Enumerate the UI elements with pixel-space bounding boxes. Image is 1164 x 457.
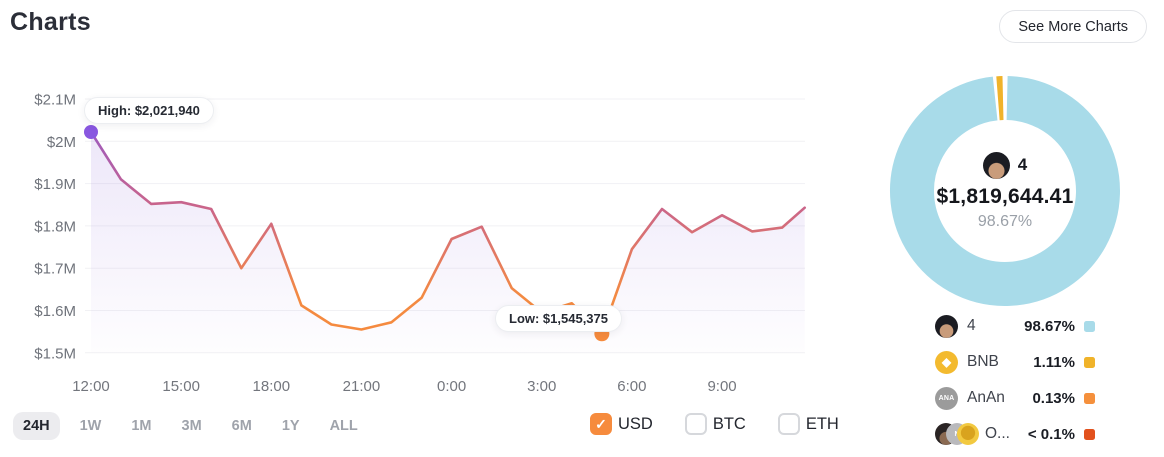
- usd-label: USD: [618, 414, 653, 433]
- legend-value: 1.11%: [1033, 353, 1075, 371]
- y-axis-tick: $1.7M: [34, 261, 76, 278]
- x-axis-tick: 9:00: [707, 378, 736, 395]
- x-axis-tick: 0:00: [437, 378, 466, 395]
- time-range-1m[interactable]: 1M: [121, 412, 161, 440]
- others-avatars-group: N: [935, 423, 979, 445]
- time-range-6m[interactable]: 6M: [222, 412, 262, 440]
- area-fill: [91, 132, 805, 353]
- low-tooltip: Low: $1,545,375: [495, 305, 622, 332]
- eth-toggle[interactable]: ✓ ETH: [777, 413, 839, 435]
- legend-swatch: [1084, 428, 1095, 440]
- time-range-selector: 24H 1W 1M 3M 6M 1Y ALL: [13, 412, 368, 440]
- btc-toggle[interactable]: ✓ BTC: [684, 413, 746, 435]
- y-axis-tick: $1.9M: [34, 176, 76, 193]
- x-axis-tick: 18:00: [253, 378, 291, 395]
- see-more-charts-button[interactable]: See More Charts: [999, 10, 1147, 43]
- eth-checkbox[interactable]: ✓: [777, 413, 800, 435]
- legend-value: 0.13%: [1032, 389, 1075, 407]
- legend-label: 4: [967, 317, 976, 334]
- check-icon: ✓: [595, 416, 607, 432]
- legend-value: 98.67%: [1024, 317, 1075, 335]
- legend-label: O...: [985, 425, 1010, 442]
- x-axis-tick: 21:00: [343, 378, 381, 395]
- legend-label: AnAn: [967, 389, 1005, 406]
- page-title: Charts: [10, 8, 91, 36]
- time-range-all[interactable]: ALL: [320, 412, 368, 440]
- x-axis-tick: 3:00: [527, 378, 556, 395]
- legend-swatch: [1084, 392, 1095, 404]
- btc-label: BTC: [712, 414, 746, 433]
- donut-chart-container: 4 $1,819,644.41 98.67% 4 98.67% ◆ BNB 1.…: [860, 72, 1164, 457]
- legend-row-others[interactable]: N O... < 0.1%: [935, 420, 1095, 448]
- line-chart-container: $2.1M $2M $1.9M $1.8M $1.7M $1.6M $1.5M 12:00 15…: [0, 85, 830, 407]
- x-axis-tick: 12:00: [72, 378, 110, 395]
- donut-chart[interactable]: [888, 74, 1122, 308]
- legend-row-anan[interactable]: ANA AnAn 0.13%: [935, 384, 1095, 412]
- usd-checkbox[interactable]: ✓: [590, 413, 612, 435]
- y-axis-tick: $1.5M: [34, 345, 76, 362]
- bnb-icon: ◆: [935, 350, 958, 374]
- legend-value: < 0.1%: [1027, 425, 1075, 443]
- donut-slice-4[interactable]: [890, 76, 1120, 306]
- currency-toggles: ✓ USD ✓ BTC ✓ ETH: [590, 413, 839, 435]
- legend-swatch: [1084, 320, 1095, 332]
- high-tooltip: High: $2,021,940: [84, 97, 214, 124]
- y-axis-tick: $1.8M: [34, 218, 76, 235]
- coin-icon: [957, 423, 979, 445]
- time-range-1y[interactable]: 1Y: [272, 412, 310, 440]
- time-range-3m[interactable]: 3M: [172, 412, 212, 440]
- x-axis-tick: 6:00: [617, 378, 646, 395]
- legend-row-holder[interactable]: 4 98.67%: [935, 312, 1095, 340]
- y-axis-tick: $2.1M: [34, 92, 76, 109]
- value-line: [89, 130, 806, 336]
- legend-swatch: [1084, 356, 1095, 368]
- usd-toggle[interactable]: ✓ USD: [590, 413, 653, 435]
- eth-label: ETH: [805, 414, 839, 433]
- anan-icon: ANA: [935, 386, 958, 410]
- legend-label: BNB: [967, 353, 999, 370]
- y-axis-tick: $2M: [47, 134, 76, 151]
- line-chart[interactable]: $2.1M $2M $1.9M $1.8M $1.7M $1.6M $1.5M 12:00 15…: [0, 85, 830, 407]
- time-range-24h[interactable]: 24H: [13, 412, 60, 440]
- legend-row-bnb[interactable]: ◆ BNB 1.11%: [935, 348, 1095, 376]
- holder-avatar-icon: [935, 314, 958, 338]
- y-axis-tick: $1.6M: [34, 303, 76, 320]
- x-axis-tick: 15:00: [162, 378, 200, 395]
- high-point-dot: [84, 124, 98, 139]
- btc-checkbox[interactable]: ✓: [684, 413, 707, 435]
- donut-legend: 4 98.67% ◆ BNB 1.11% ANA AnAn 0.13% N: [935, 312, 1095, 456]
- time-range-1w[interactable]: 1W: [70, 412, 112, 440]
